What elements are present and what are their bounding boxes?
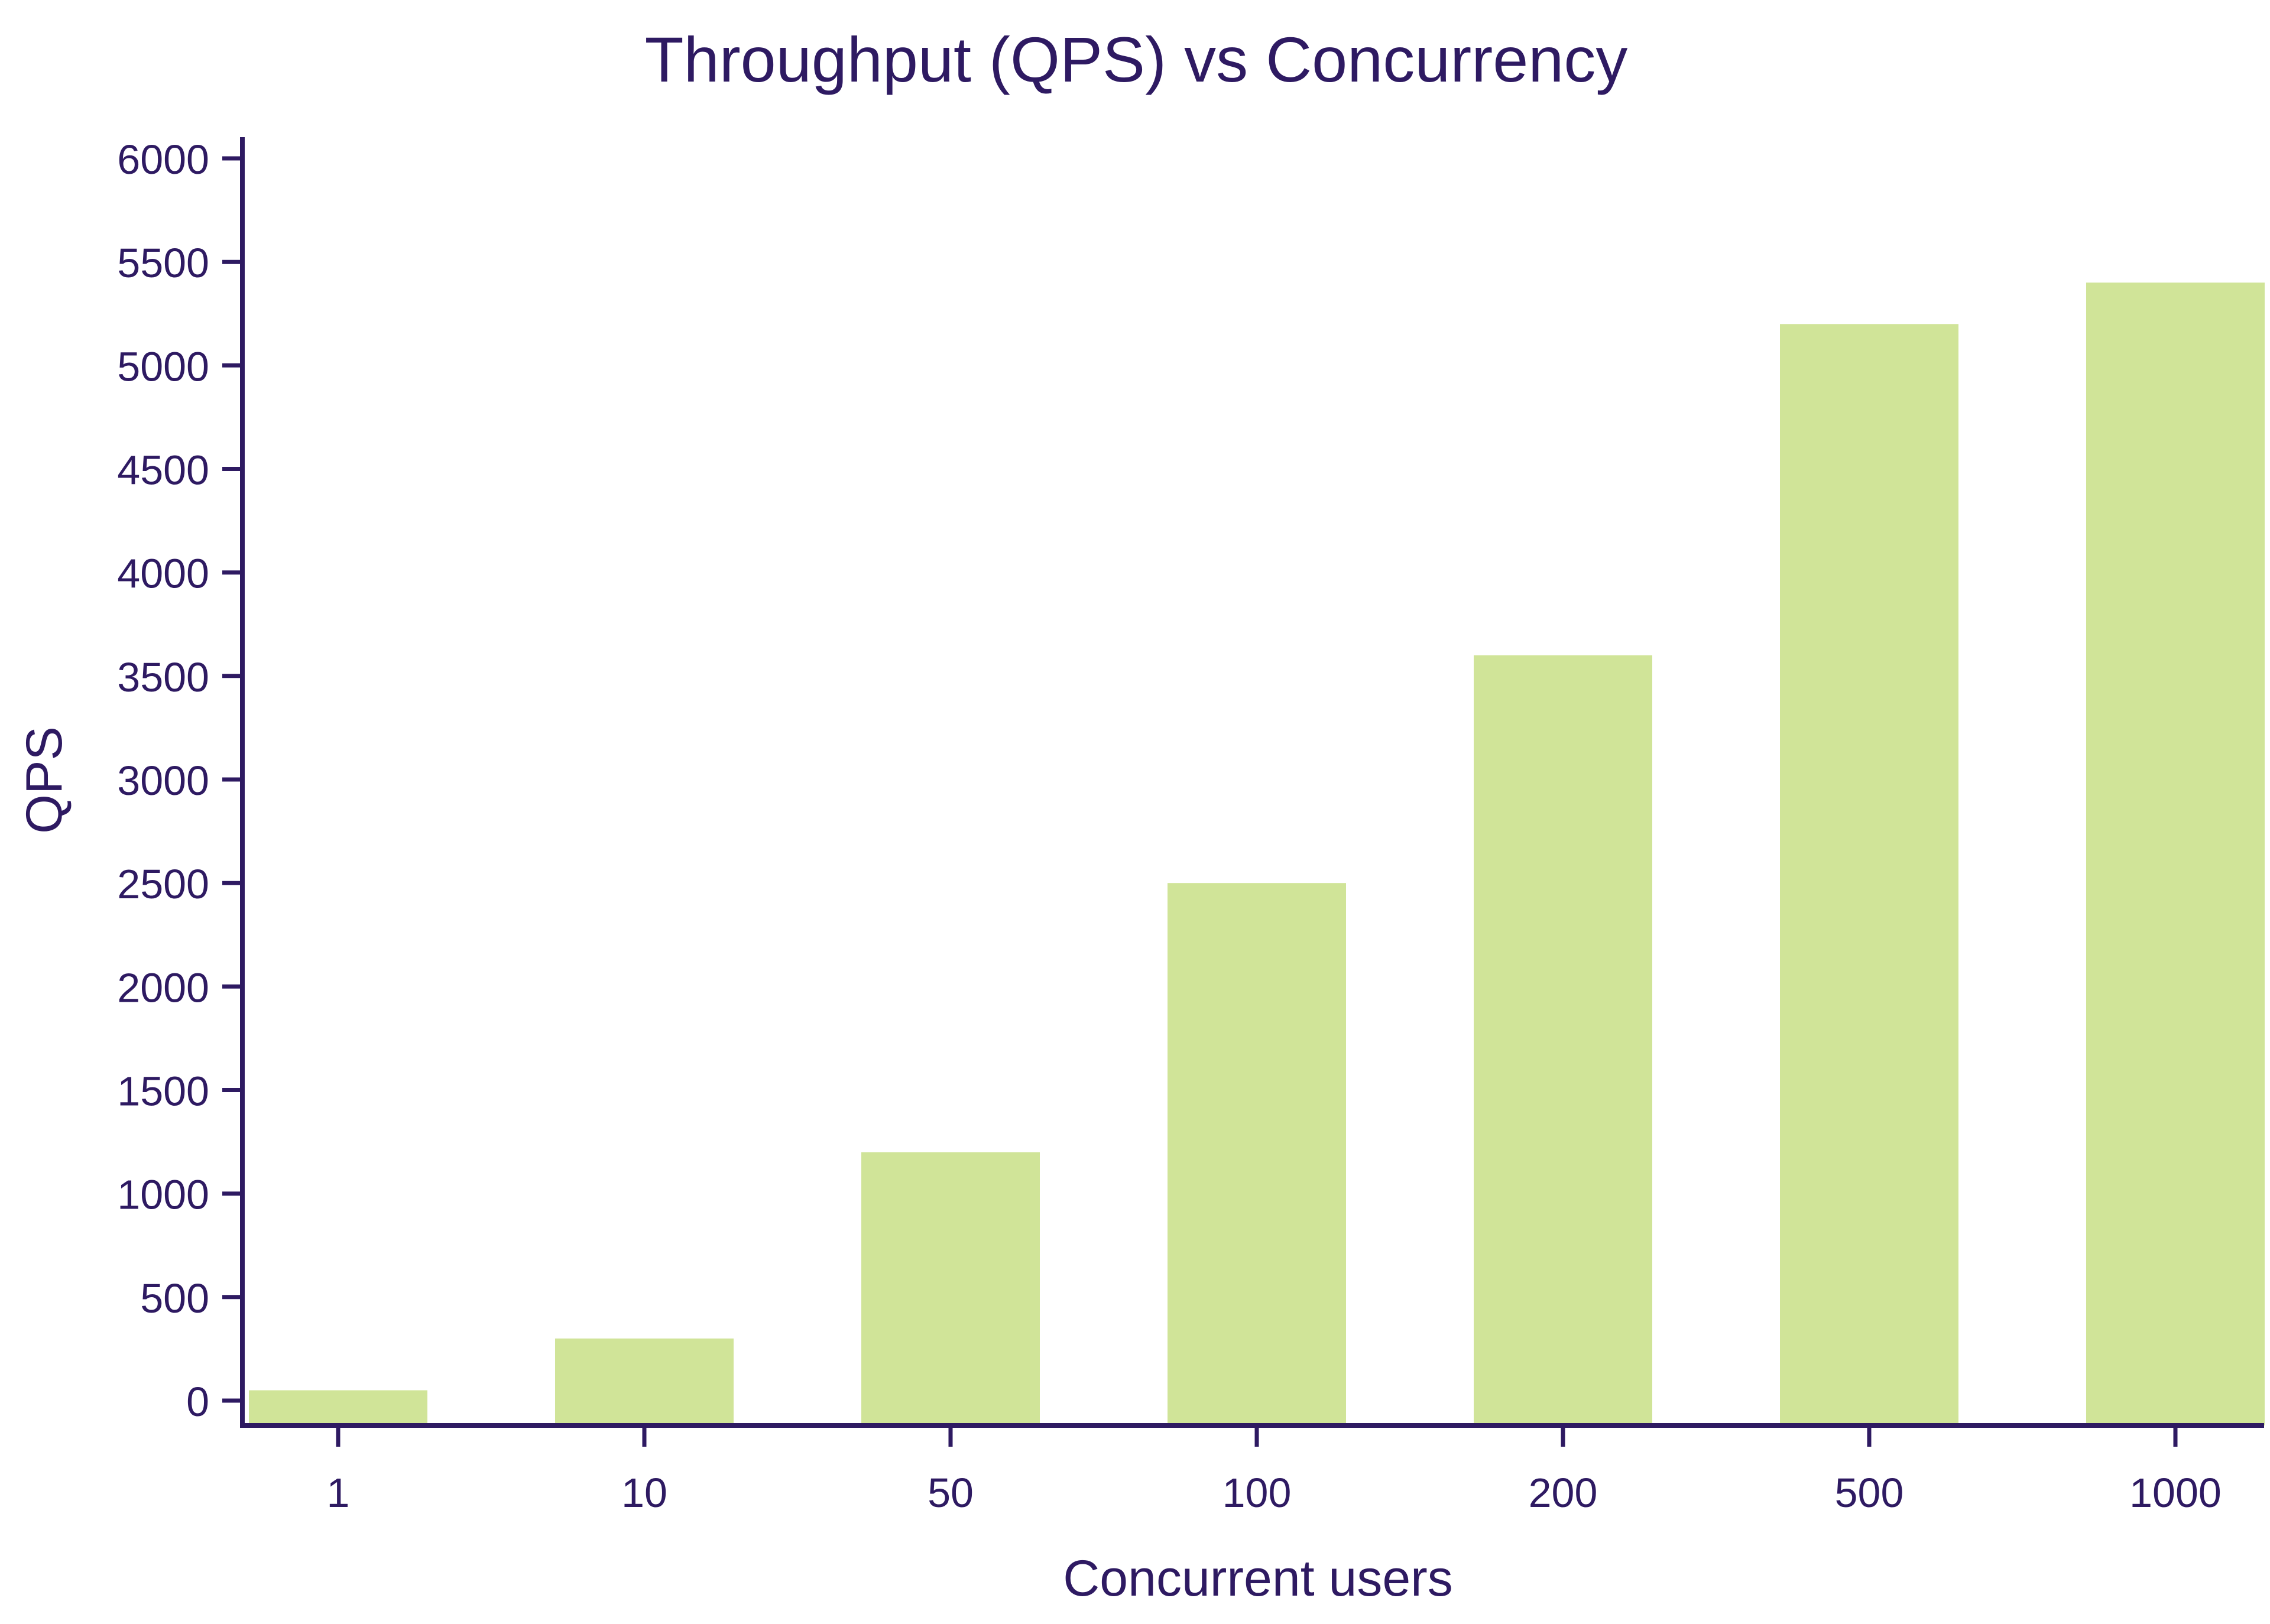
chart-title: Throughput (QPS) vs Concurrency [645, 24, 1628, 95]
bar-100 [1168, 883, 1346, 1425]
bar-50 [861, 1152, 1040, 1425]
y-tick-label: 2500 [117, 861, 209, 907]
x-tick-label: 10 [621, 1470, 667, 1516]
x-tick-label: 1 [327, 1470, 350, 1516]
y-tick-label: 6000 [117, 137, 209, 183]
bar-10 [555, 1338, 734, 1425]
x-tick-label: 200 [1529, 1470, 1598, 1516]
x-tick-label: 500 [1835, 1470, 1904, 1516]
y-axis-label: QPS [16, 726, 73, 834]
x-axis-ticks: 1 10 50 100 200 500 1000 [327, 1425, 2222, 1516]
x-tick-label: 1000 [2129, 1470, 2222, 1516]
y-tick-label: 4500 [117, 447, 209, 493]
y-tick-label: 2000 [117, 964, 209, 1011]
y-tick-label: 5000 [117, 343, 209, 389]
bar-200 [1474, 655, 1652, 1425]
bar-500 [1780, 324, 1958, 1425]
x-tick-label: 50 [928, 1470, 974, 1516]
x-axis-label: Concurrent users [1063, 1550, 1453, 1607]
y-tick-label: 5500 [117, 240, 209, 286]
x-tick-label: 100 [1222, 1470, 1292, 1516]
bar-1000 [2086, 282, 2265, 1426]
y-tick-label: 3000 [117, 758, 209, 804]
bars-group [249, 282, 2265, 1426]
y-tick-label: 500 [140, 1275, 209, 1321]
y-axis-ticks: 0 500 1000 1500 2000 2500 3000 3500 4000 4500 5000… [117, 137, 242, 1425]
y-tick-label: 4000 [117, 551, 209, 597]
bar-1 [249, 1390, 427, 1425]
y-tick-label: 0 [186, 1379, 209, 1425]
y-tick-label: 3500 [117, 654, 209, 700]
y-tick-label: 1000 [117, 1172, 209, 1218]
y-tick-label: 1500 [117, 1068, 209, 1115]
